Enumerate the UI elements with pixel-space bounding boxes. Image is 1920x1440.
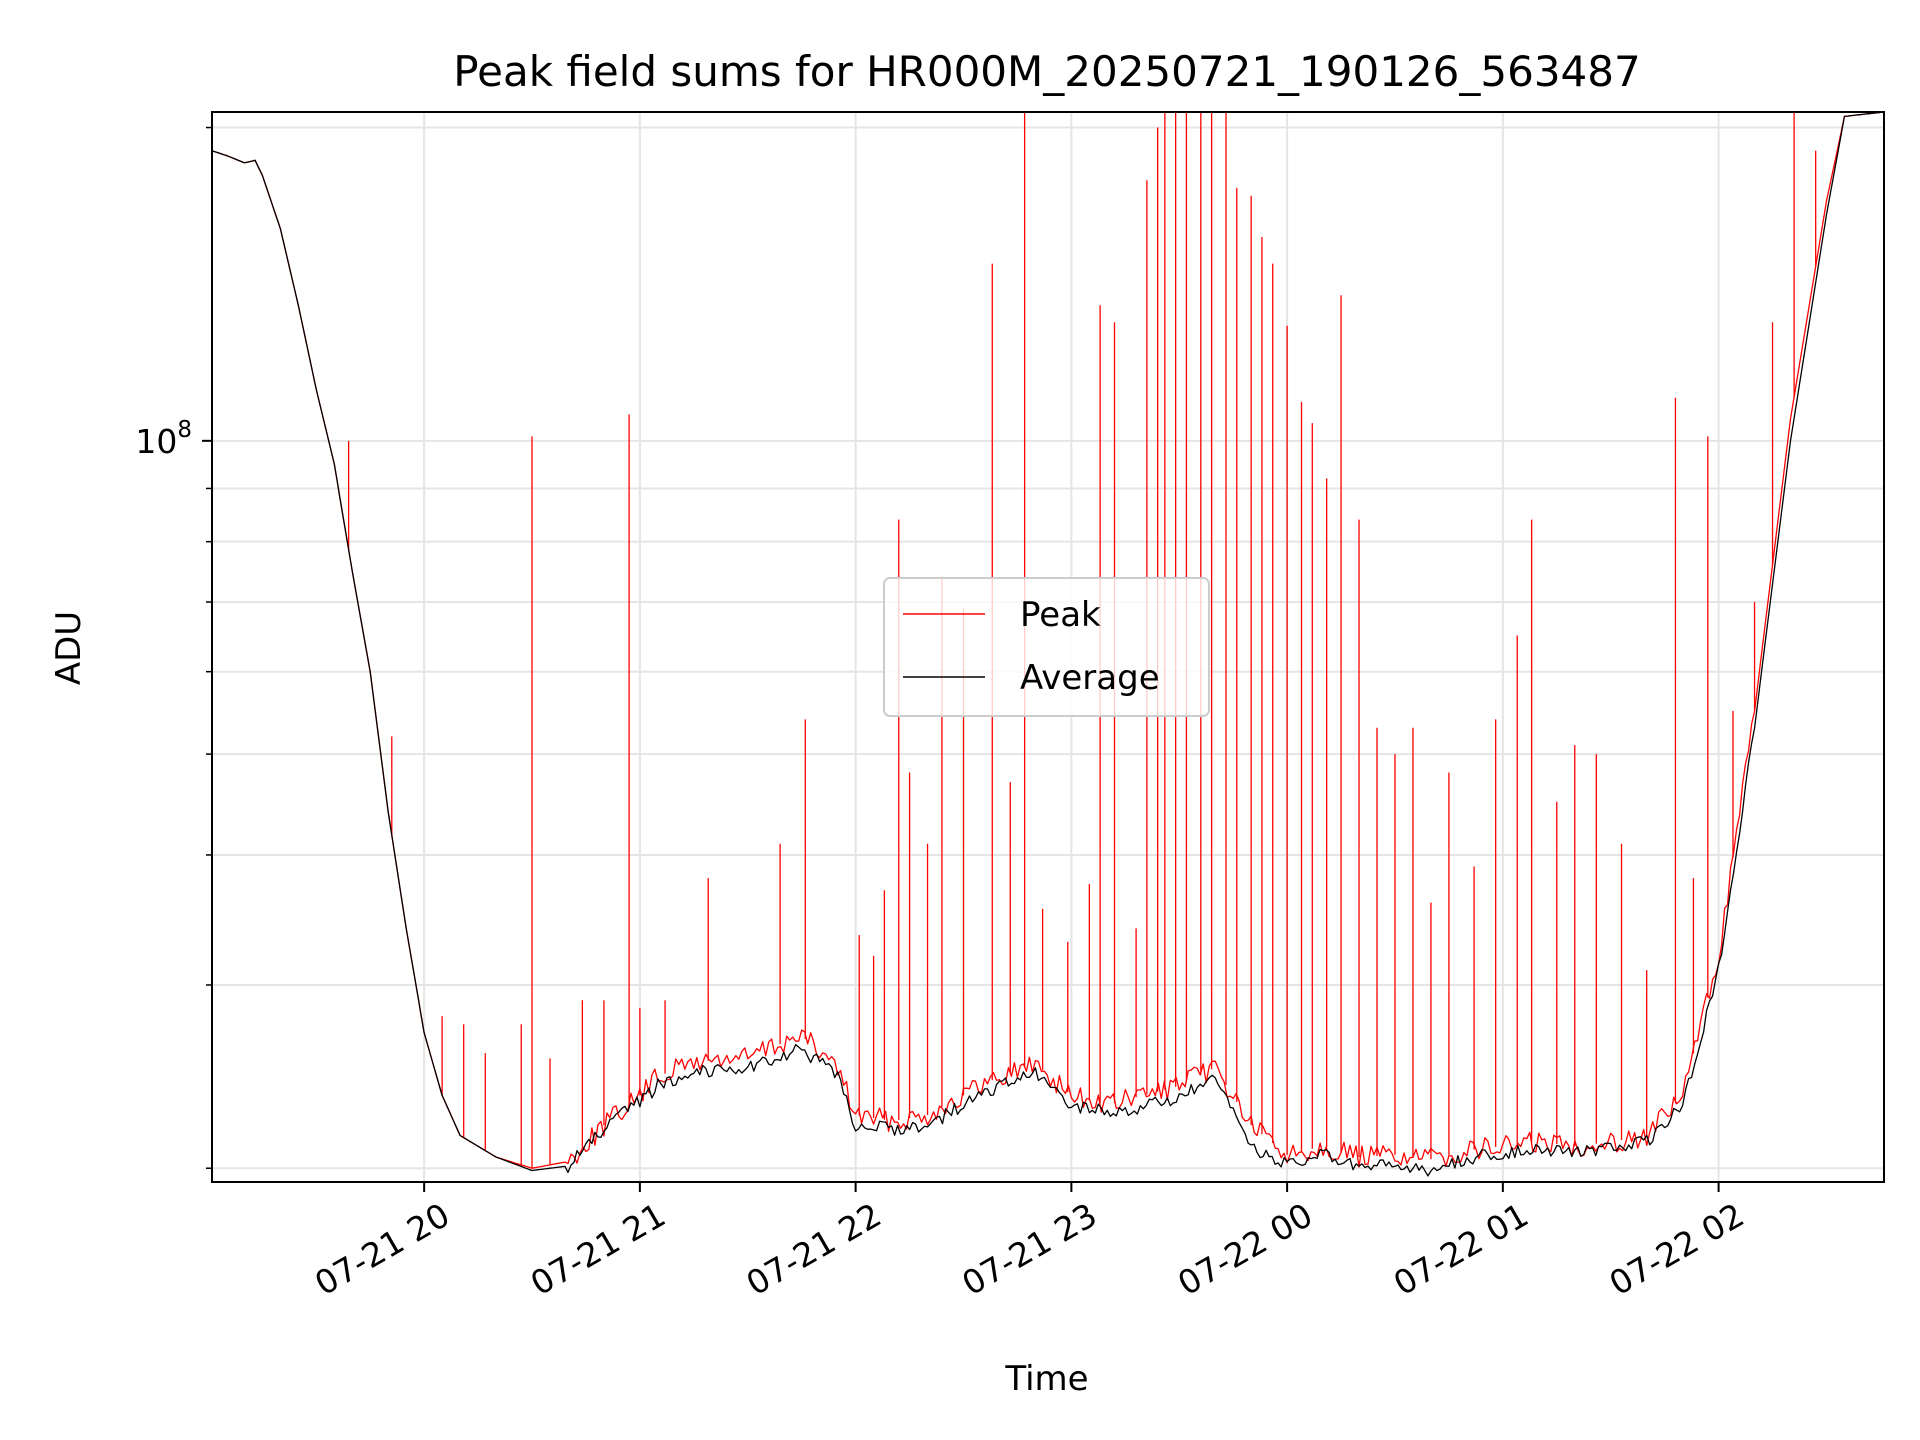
average-series-layer [211,111,1885,1177]
x-axis-label: Time [1004,1359,1088,1399]
chart-title: Peak field sums for HR000M_20250721_1901… [453,47,1640,96]
plot-frame [211,111,1885,1183]
legend-peak-label: Peak [1020,595,1101,635]
legend-average-label: Average [1020,658,1160,698]
y-tick-label: 108 [135,417,192,461]
legend-box [883,577,1210,717]
legend: Peak Average [883,577,1210,717]
y-axis-label: ADU [49,611,89,685]
y-axis-ticks: 108 [135,126,212,1169]
average-series-line [211,111,1885,1177]
